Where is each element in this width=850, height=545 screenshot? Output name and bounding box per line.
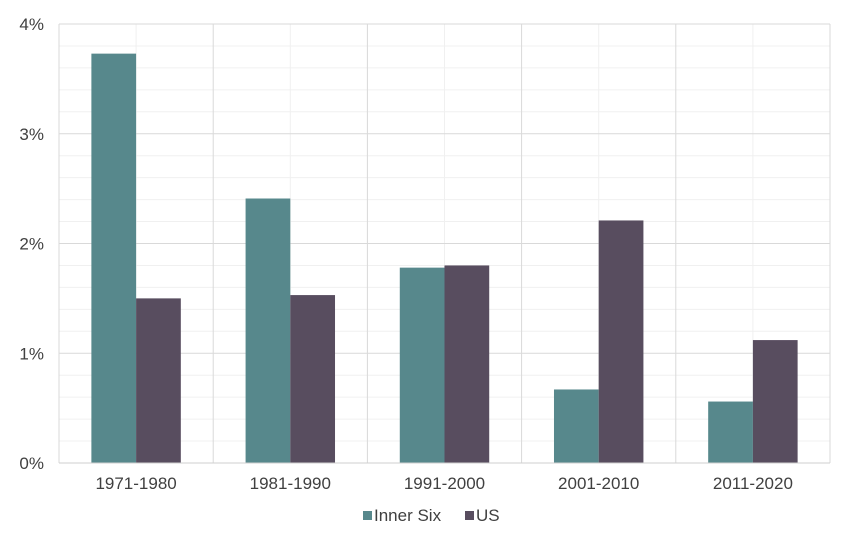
x-tick-label: 1971-1980 [95,474,176,493]
bar-us [290,295,336,463]
bars [91,53,798,463]
bar-us [136,298,181,463]
x-tick-label: 1981-1990 [250,474,331,493]
bar-inner-six [245,198,291,463]
bar-us [598,220,644,463]
bar-us [444,265,490,463]
bar-us [752,340,798,463]
legend-swatch-inner-six [363,511,372,520]
x-tick-label: 2011-2020 [713,474,793,493]
x-axis-ticks: 1971-1980 1981-1990 1991-2000 2001-2010 2011… [95,474,792,493]
bar-inner-six [399,267,445,463]
y-tick-label: 1% [19,344,44,363]
legend: Inner Six US [363,506,500,525]
x-tick-label: 2001-2010 [558,474,639,493]
bar-inner-six [91,53,137,463]
legend-label-inner-six: Inner Six [374,506,442,525]
y-tick-label: 2% [19,235,44,254]
y-tick-label: 3% [19,125,44,144]
bar-inner-six [553,389,599,463]
legend-label-us: US [476,506,500,525]
y-tick-label: 0% [19,454,44,473]
gridlines [58,23,831,463]
y-axis-ticks: 0% 1% 2% 3% 4% [19,15,44,473]
x-tick-label: 1991-2000 [404,474,485,493]
y-tick-label: 4% [19,15,44,34]
bar-inner-six [708,401,753,463]
legend-swatch-us [465,511,474,520]
